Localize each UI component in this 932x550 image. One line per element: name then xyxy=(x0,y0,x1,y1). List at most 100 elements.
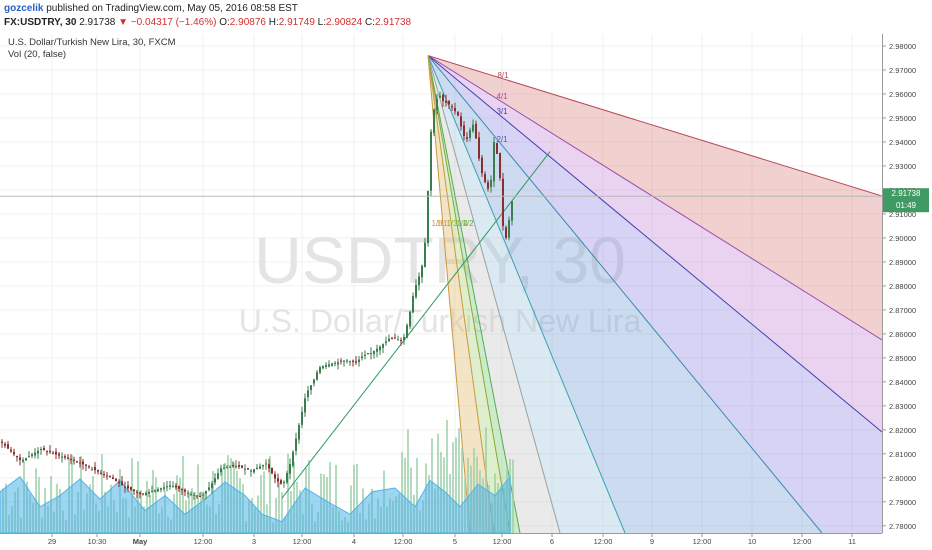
candle-body xyxy=(421,265,423,278)
volume-bar xyxy=(446,419,448,533)
candle-body xyxy=(241,465,243,468)
time-axis[interactable]: 29 10:30 May 12:00 3 12:00 4 12:00 5 12:00 6 12:00 9… xyxy=(48,533,856,546)
candle-body xyxy=(379,346,381,351)
candle-body xyxy=(31,454,33,457)
candle-body xyxy=(283,482,285,484)
candle-body xyxy=(403,337,405,341)
candle-body xyxy=(112,477,114,480)
candle-body xyxy=(49,450,51,453)
candle-body xyxy=(502,178,504,226)
candle-body xyxy=(172,485,174,487)
gann-fan-label: 1/3 xyxy=(446,219,458,228)
volume-bar xyxy=(437,433,439,533)
volume-bar xyxy=(455,437,457,533)
candle-body xyxy=(286,473,288,483)
candle-body xyxy=(352,360,354,362)
volume-bar xyxy=(416,458,418,533)
gann-fan-label: 1/1 xyxy=(436,219,448,228)
candle-body xyxy=(184,489,186,492)
candle-body xyxy=(4,443,6,446)
candle-body xyxy=(463,125,465,136)
candle-body xyxy=(457,111,459,116)
plot-area[interactable] xyxy=(0,34,882,533)
gann-fan-ray xyxy=(427,55,626,533)
open-label: O: xyxy=(219,17,230,28)
candle-body xyxy=(388,338,390,342)
candle-body xyxy=(229,466,231,468)
time-tick-label: 5 xyxy=(453,537,457,546)
legend-main-series[interactable]: U.S. Dollar/Turkish New Lira, 30, FXCM xyxy=(8,37,176,48)
candle-body xyxy=(55,451,57,455)
candle-body xyxy=(40,449,42,451)
candle-body xyxy=(424,242,426,268)
volume-bar xyxy=(287,453,289,533)
volume-bar xyxy=(101,454,103,533)
price-axis[interactable]: 2.98000 2.97000 2.96000 2.95000 2.94000 2.930… xyxy=(882,42,916,531)
candle-body xyxy=(340,360,342,362)
candle-body xyxy=(214,478,216,483)
candle-body xyxy=(448,101,450,105)
price-badge-box xyxy=(883,188,929,213)
candle-body xyxy=(190,493,192,495)
candle-body xyxy=(325,365,327,367)
candle-body xyxy=(196,495,198,497)
watermark-name: U.S. Dollar/Turkish New Lira xyxy=(239,303,642,339)
trend-line[interactable] xyxy=(281,151,551,499)
gann-fan-ray xyxy=(427,55,511,533)
candle-body xyxy=(439,95,441,98)
candle-body xyxy=(208,487,210,490)
candle-body xyxy=(412,295,414,313)
price-tick-label: 2.94000 xyxy=(889,138,916,147)
candle-body xyxy=(244,468,246,470)
volume-bar xyxy=(356,463,358,533)
high-value: 2.91749 xyxy=(278,17,315,28)
candle-body xyxy=(73,459,75,461)
volume-bar xyxy=(263,471,265,533)
candle-body xyxy=(451,106,453,108)
candle-body xyxy=(211,483,213,489)
price-tick-label: 2.86000 xyxy=(889,330,916,339)
candle-body xyxy=(445,100,447,103)
price-badge-countdown: 01:49 xyxy=(896,201,917,210)
author-link[interactable]: gozcelik xyxy=(4,3,44,14)
volume-bar xyxy=(407,429,409,533)
gann-fan-label: 8/1 xyxy=(497,71,509,80)
volume-bar xyxy=(137,461,139,533)
price-tick-label: 2.95000 xyxy=(889,114,916,123)
gann-fan-label: 3/1 xyxy=(496,107,508,116)
candle-body xyxy=(193,494,195,496)
candle-body xyxy=(133,489,135,492)
candle-body xyxy=(331,363,333,366)
time-tick-label: 12:00 xyxy=(793,537,812,546)
candle-body xyxy=(43,447,45,451)
candle-body xyxy=(292,452,294,466)
candle-body xyxy=(91,468,93,470)
volume-bar xyxy=(353,464,355,533)
candle-body xyxy=(130,486,132,490)
gann-fan-ray xyxy=(427,55,521,533)
candle-body xyxy=(460,116,462,127)
gann-fan[interactable]: 8/1 4/1 3/1 2/1 1/8 1/3 1/21/4 1/1 xyxy=(427,55,882,533)
volume-bar xyxy=(269,456,271,533)
candle-body xyxy=(157,489,159,492)
volume-bar xyxy=(404,457,406,533)
legend-volume[interactable]: Vol (20, false) xyxy=(8,49,67,60)
price-tick-label: 2.93000 xyxy=(889,162,916,171)
candle-body xyxy=(247,468,249,470)
volume-bar xyxy=(461,447,463,533)
candle-body xyxy=(385,341,387,343)
candle-body xyxy=(373,350,375,354)
candle-body xyxy=(322,366,324,369)
candle-body xyxy=(187,492,189,494)
candle-body xyxy=(346,360,348,362)
candle-body xyxy=(274,474,276,479)
candle-body xyxy=(232,465,234,467)
candle-body xyxy=(337,362,339,365)
candle-body xyxy=(295,438,297,451)
candle-body xyxy=(103,473,105,475)
candle-body xyxy=(454,107,456,112)
candle-body xyxy=(85,464,87,466)
volume-bar xyxy=(260,474,262,533)
